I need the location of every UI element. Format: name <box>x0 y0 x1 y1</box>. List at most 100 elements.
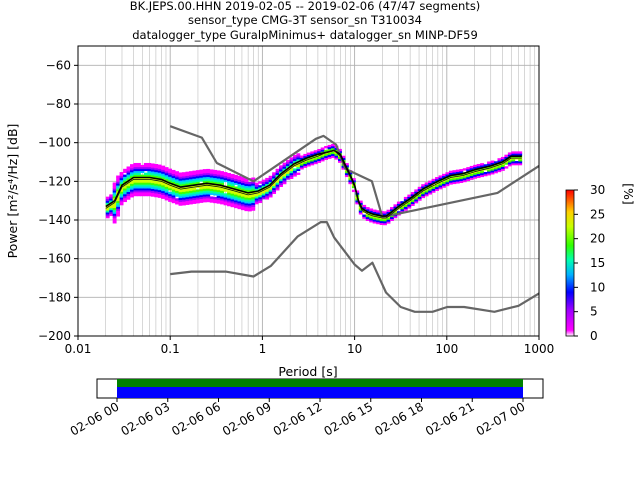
density-cell <box>220 178 225 182</box>
density-cell <box>140 164 145 168</box>
x-tick-label: 10 <box>347 342 362 356</box>
density-cell <box>383 213 387 216</box>
density-cell <box>286 161 290 165</box>
density-cell <box>188 180 193 184</box>
density-cell <box>240 205 245 209</box>
density-cell <box>185 183 190 186</box>
density-cell <box>150 167 155 170</box>
density-cell <box>511 161 516 164</box>
density-cell <box>109 211 114 215</box>
density-cell <box>143 188 148 191</box>
density-cell <box>133 166 138 170</box>
density-cell <box>445 172 450 175</box>
density-cell <box>185 173 190 176</box>
density-cell <box>459 176 464 180</box>
density-cell <box>171 187 176 190</box>
density-cell <box>230 197 235 200</box>
density-cell <box>320 149 325 152</box>
density-cell <box>119 193 124 196</box>
density-cell <box>143 193 148 197</box>
density-cell <box>112 215 117 218</box>
density-cell <box>188 198 193 201</box>
density-cell <box>116 189 121 192</box>
density-cell <box>480 165 485 168</box>
density-cell <box>126 189 131 193</box>
density-cell <box>182 203 186 206</box>
density-cell <box>480 163 485 166</box>
density-cell <box>175 171 179 174</box>
density-cell <box>161 167 166 170</box>
density-cell <box>386 211 391 214</box>
density-cell <box>206 180 211 183</box>
density-cell <box>466 176 471 180</box>
density-cell <box>178 174 183 177</box>
density-cell <box>130 175 134 179</box>
density-cell <box>286 175 290 178</box>
density-cell <box>136 190 141 193</box>
density-cell <box>105 196 110 199</box>
density-cell <box>126 187 131 191</box>
density-cell <box>143 186 148 189</box>
density-cell <box>213 175 218 179</box>
density-cell <box>140 190 145 193</box>
density-cell <box>251 200 256 204</box>
density-cell <box>334 153 339 156</box>
density-cell <box>109 209 114 213</box>
timeline-tick-label: 02-06 15 <box>322 399 376 438</box>
density-cell <box>452 177 457 181</box>
density-cell <box>168 172 173 175</box>
density-cell <box>414 197 419 200</box>
density-cell <box>282 162 287 165</box>
density-cell <box>185 200 190 203</box>
density-cell <box>175 177 179 180</box>
density-cell <box>365 218 370 221</box>
density-cell <box>157 164 162 167</box>
density-cell <box>396 203 401 206</box>
new-high-noise-model-line <box>169 125 539 219</box>
density-cell <box>327 152 332 155</box>
density-cell <box>487 163 491 166</box>
density-cell <box>130 187 134 190</box>
density-cell <box>344 170 349 174</box>
density-cell <box>175 198 179 201</box>
density-cell <box>383 222 387 226</box>
density-cell <box>383 211 387 214</box>
density-cell <box>292 160 297 164</box>
density-cell <box>116 210 121 213</box>
density-cell <box>147 186 152 189</box>
density-cell <box>251 208 256 211</box>
density-cell <box>507 160 512 163</box>
density-cell <box>265 179 270 183</box>
density-cell <box>140 170 145 174</box>
density-cell <box>435 177 439 180</box>
density-cell <box>435 188 439 191</box>
density-cell <box>216 182 221 185</box>
density-cell <box>130 168 134 171</box>
density-cell <box>261 195 266 198</box>
density-cell <box>511 159 516 162</box>
density-cell <box>227 184 231 187</box>
density-cell <box>365 207 370 210</box>
density-cell <box>289 159 294 162</box>
density-cell <box>223 179 228 183</box>
density-cell <box>247 197 252 200</box>
density-cell <box>490 160 495 163</box>
density-cell <box>199 169 204 172</box>
density-cell <box>209 192 214 195</box>
density-cell <box>303 153 308 157</box>
density-cell <box>209 188 214 192</box>
density-cell <box>310 163 315 166</box>
density-cell <box>161 190 166 194</box>
density-cell <box>348 179 353 183</box>
density-cell <box>344 163 349 166</box>
density-cell <box>473 172 478 175</box>
density-cell <box>182 181 186 185</box>
density-cell <box>324 149 329 153</box>
density-cell <box>254 198 259 201</box>
density-cell <box>234 182 238 185</box>
density-cell <box>220 188 225 191</box>
timeline-tick-label: 02-06 18 <box>372 399 426 438</box>
density-cell <box>372 211 377 214</box>
density-cell <box>213 173 218 177</box>
density-cell <box>251 189 256 192</box>
